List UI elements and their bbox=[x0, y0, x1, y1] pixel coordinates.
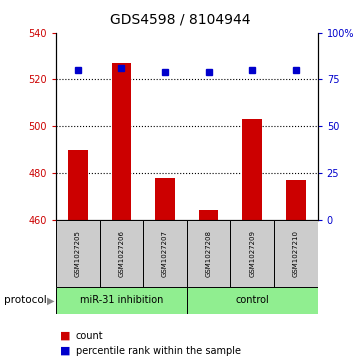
Bar bbox=[155, 178, 175, 220]
Bar bbox=[199, 210, 218, 220]
Text: GDS4598 / 8104944: GDS4598 / 8104944 bbox=[110, 13, 251, 27]
Text: ■: ■ bbox=[60, 346, 70, 356]
Bar bbox=[100, 220, 143, 287]
Text: miR-31 inhibition: miR-31 inhibition bbox=[80, 295, 163, 305]
Bar bbox=[274, 220, 318, 287]
Bar bbox=[56, 287, 187, 314]
Text: GSM1027210: GSM1027210 bbox=[293, 230, 299, 277]
Bar bbox=[243, 119, 262, 220]
Text: GSM1027209: GSM1027209 bbox=[249, 230, 255, 277]
Text: ■: ■ bbox=[60, 331, 70, 341]
Text: GSM1027205: GSM1027205 bbox=[75, 230, 81, 277]
Text: ▶: ▶ bbox=[47, 295, 54, 305]
Text: GSM1027207: GSM1027207 bbox=[162, 230, 168, 277]
Bar bbox=[112, 63, 131, 220]
Text: GSM1027206: GSM1027206 bbox=[118, 230, 125, 277]
Text: protocol: protocol bbox=[4, 295, 46, 305]
Text: GSM1027208: GSM1027208 bbox=[206, 230, 212, 277]
Bar bbox=[230, 220, 274, 287]
Bar bbox=[187, 287, 318, 314]
Bar bbox=[143, 220, 187, 287]
Text: control: control bbox=[235, 295, 269, 305]
Bar bbox=[68, 150, 88, 220]
Bar bbox=[56, 220, 100, 287]
Text: percentile rank within the sample: percentile rank within the sample bbox=[76, 346, 241, 356]
Bar bbox=[286, 180, 306, 220]
Bar bbox=[187, 220, 230, 287]
Text: count: count bbox=[76, 331, 104, 341]
